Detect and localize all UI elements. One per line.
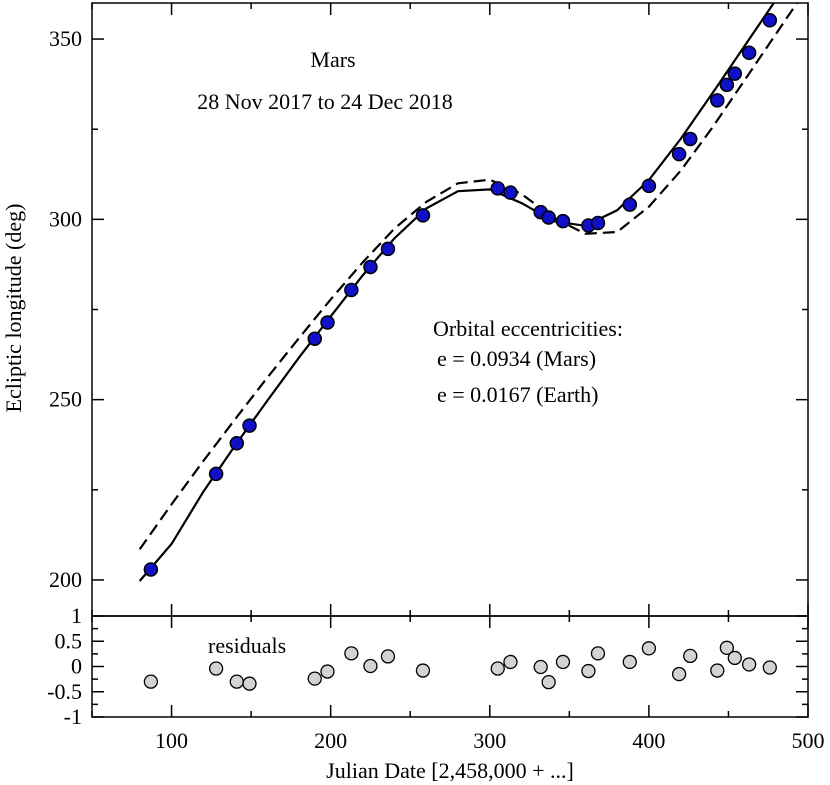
residual-point xyxy=(741,657,757,672)
data-point xyxy=(727,66,743,81)
fit-line-dashed xyxy=(138,3,799,550)
residual-point xyxy=(208,661,224,676)
residual-point xyxy=(320,664,335,679)
residual-point xyxy=(229,674,244,689)
residual-point xyxy=(380,649,396,664)
residual-point xyxy=(242,676,257,691)
residual-tick-label: 1 xyxy=(71,603,82,628)
residual-point xyxy=(622,654,637,670)
residual-tick-label: -0.5 xyxy=(47,679,82,704)
data-point xyxy=(719,77,735,93)
x-tick-label: 500 xyxy=(792,728,825,753)
residual-point xyxy=(671,666,687,682)
data-point xyxy=(229,436,245,451)
x-tick-label: 400 xyxy=(632,728,665,753)
residual-point xyxy=(710,663,725,678)
eccentricity-heading: Orbital eccentricities: xyxy=(433,316,623,341)
main-plot-area xyxy=(138,3,799,582)
data-point xyxy=(380,241,396,257)
residual-point xyxy=(415,663,431,678)
y-tick-label: 200 xyxy=(49,567,82,592)
data-point xyxy=(683,131,698,147)
residual-point xyxy=(533,659,548,675)
residual-point xyxy=(307,671,322,686)
residual-point xyxy=(719,640,735,655)
data-point xyxy=(710,93,725,108)
residual-point xyxy=(490,661,505,676)
residual-tick-label: 0.5 xyxy=(55,628,83,653)
data-point xyxy=(490,181,505,196)
residual-point xyxy=(344,646,359,661)
data-point xyxy=(622,197,638,212)
residuals-plot-area xyxy=(143,640,777,691)
data-point xyxy=(208,466,224,482)
x-tick-label: 100 xyxy=(155,728,188,753)
x-tick-label: 200 xyxy=(314,728,347,753)
residual-point xyxy=(727,650,742,666)
residual-point xyxy=(590,646,606,661)
fit-line-solid xyxy=(138,3,776,582)
data-point xyxy=(415,208,431,223)
residual-tick-label: -1 xyxy=(64,704,82,729)
eccentricity-earth: e = 0.0167 (Earth) xyxy=(437,382,598,407)
data-point xyxy=(641,178,657,194)
residuals-plot-frame xyxy=(91,615,809,718)
residual-tick-label: 0 xyxy=(71,654,82,679)
y-tick-label: 300 xyxy=(49,206,82,231)
data-point xyxy=(143,562,159,577)
residual-point xyxy=(503,654,518,670)
data-point xyxy=(363,259,378,275)
data-point xyxy=(307,331,323,346)
data-point xyxy=(541,210,556,225)
eccentricity-mars: e = 0.0934 (Mars) xyxy=(437,346,596,371)
data-point xyxy=(671,146,687,162)
residual-point xyxy=(641,641,657,656)
x-tick-label: 300 xyxy=(473,728,506,753)
data-point xyxy=(344,282,359,298)
x-axis-label: Julian Date [2,458,000 + ...] xyxy=(326,758,574,783)
chart-date-range: 28 Nov 2017 to 24 Dec 2018 xyxy=(197,89,452,114)
residuals-label: residuals xyxy=(208,633,286,658)
residual-point xyxy=(143,674,159,689)
data-point xyxy=(741,45,757,61)
residual-point xyxy=(541,675,556,690)
residual-point xyxy=(762,660,777,675)
data-point xyxy=(762,13,778,28)
data-point xyxy=(590,215,606,231)
data-point xyxy=(503,185,518,200)
y-tick-label: 350 xyxy=(49,26,82,51)
y-tick-label: 250 xyxy=(49,387,82,412)
data-point xyxy=(320,315,335,330)
residual-point xyxy=(363,658,378,674)
residual-point xyxy=(581,663,596,679)
data-point xyxy=(555,213,571,229)
y-axis-label: Ecliptic longitude (deg) xyxy=(1,204,26,413)
chart-title-mars: Mars xyxy=(310,47,355,72)
residual-point xyxy=(683,648,698,664)
axis-ticks: 100 200 300 400 500 200 250 300 350 10.50-0.5-1 xyxy=(47,3,825,753)
residual-point xyxy=(555,654,571,670)
data-point xyxy=(242,418,257,433)
